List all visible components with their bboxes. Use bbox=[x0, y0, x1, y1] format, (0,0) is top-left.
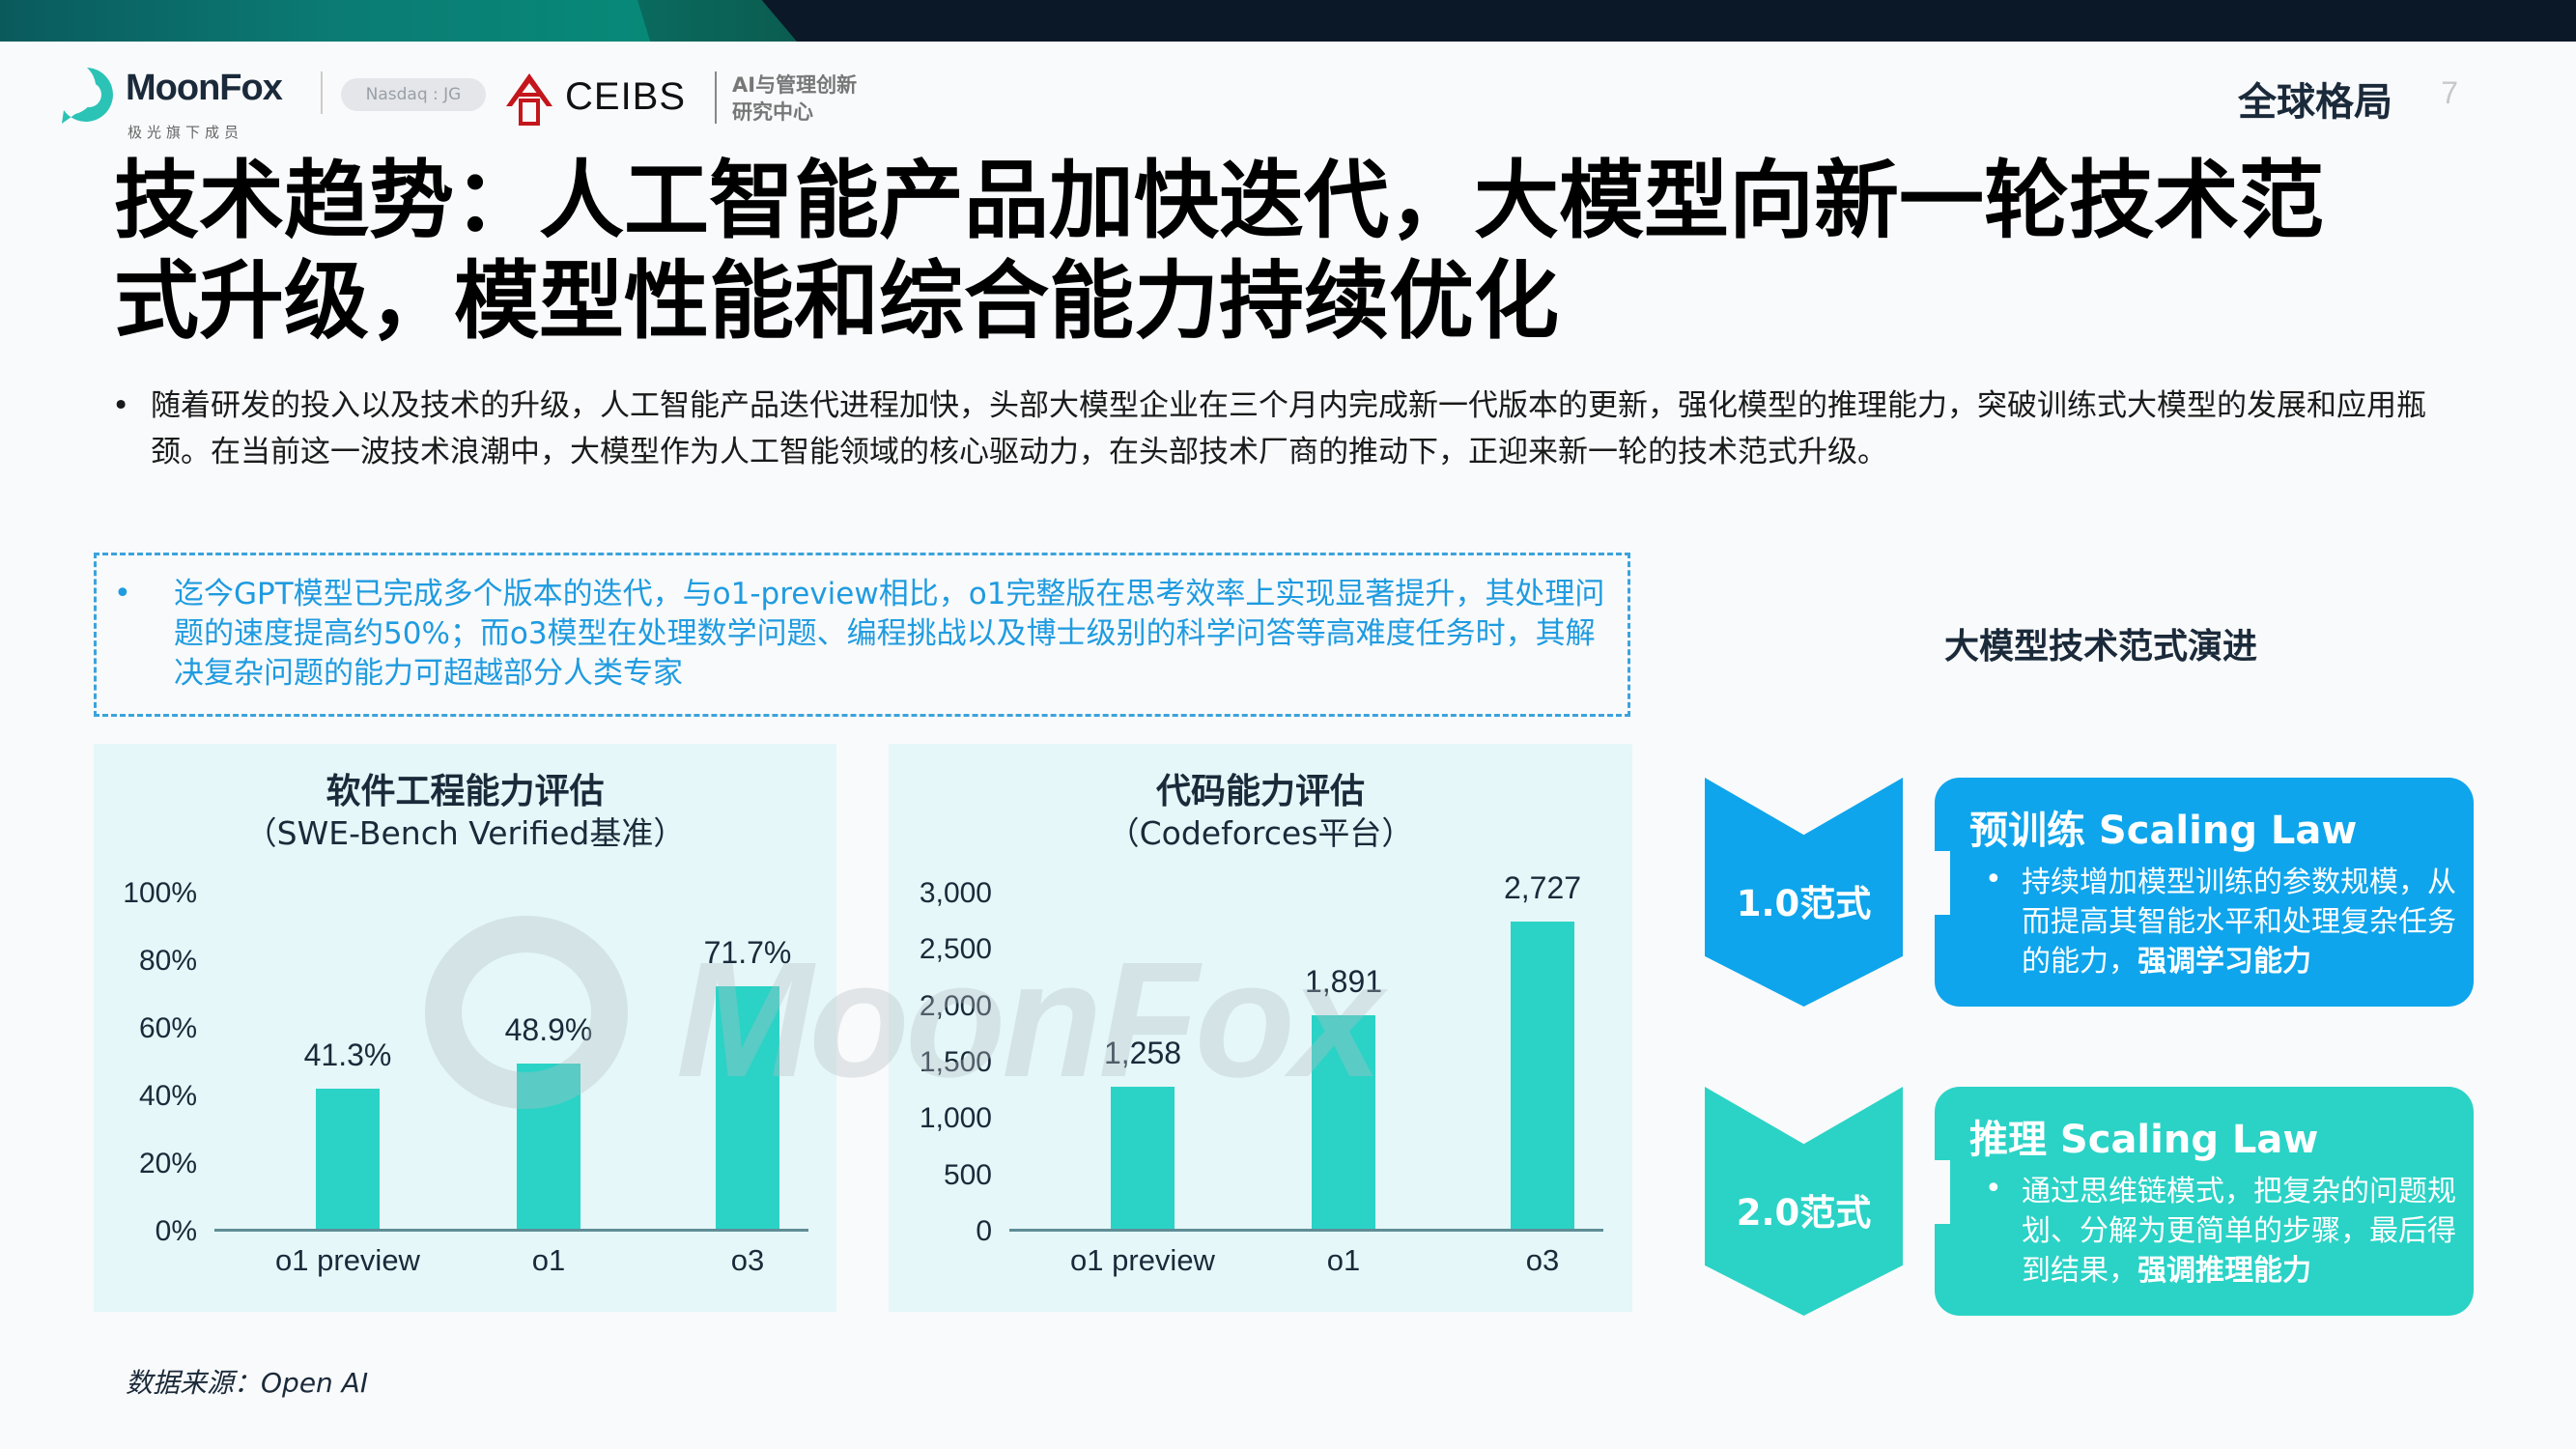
ceibs-logo-icon bbox=[506, 73, 552, 126]
card-body-text: 持续增加模型训练的参数规模，从而提高其智能水平和处理复杂任务的能力， bbox=[2022, 866, 2456, 979]
y-tick-label: 100% bbox=[123, 877, 197, 909]
bar-value-label: 41.3% bbox=[303, 1037, 392, 1073]
moonfox-logo-icon bbox=[62, 68, 113, 124]
stage-1-card: 预训练 Scaling Law • 持续增加模型训练的参数规模，从而提高其智能水… bbox=[1935, 778, 2474, 1007]
banner-teal-band bbox=[0, 0, 666, 42]
ticker-badge: Nasdaq : JG bbox=[341, 78, 486, 111]
y-tick-label: 1,500 bbox=[919, 1046, 992, 1078]
chart-plot-area: 0 500 1,000 1,500 2,000 2,500 3,000 1,258 o1 pre… bbox=[920, 870, 1603, 1277]
chart-subtitle: （SWE-Bench Verified基准） bbox=[244, 814, 686, 852]
bar-value-label: 1,891 bbox=[1304, 964, 1383, 1000]
bar bbox=[1111, 1087, 1175, 1229]
chart-panel-codeforces: 代码能力评估 （Codeforces平台） 0 500 1,000 1,500 2,00… bbox=[889, 744, 1632, 1312]
card-title: 预训练 Scaling Law bbox=[1969, 809, 2358, 853]
bullet-icon: • bbox=[114, 577, 131, 611]
card-emphasis: 强调学习能力 bbox=[2137, 945, 2311, 979]
x-axis-line bbox=[214, 1229, 808, 1232]
x-tick-label: o1 preview bbox=[275, 1243, 420, 1277]
bar bbox=[1312, 1015, 1375, 1229]
banner-accent-band bbox=[637, 0, 797, 42]
partner-sub-line1: AI与管理创新 bbox=[732, 73, 858, 97]
stage-label: 2.0范式 bbox=[1736, 1192, 1872, 1234]
x-axis-line bbox=[1009, 1229, 1603, 1232]
y-tick-label: 500 bbox=[943, 1158, 992, 1191]
y-tick-label: 2,000 bbox=[919, 989, 992, 1022]
bar-value-label: 48.9% bbox=[504, 1011, 593, 1047]
chart-plot-area: 0% 20% 40% 60% 80% 100% 41.3% o1 preview 48.9% o1… bbox=[123, 877, 808, 1277]
bullet-icon: • bbox=[1985, 863, 2002, 896]
intro-paragraph: • 随着研发的投入以及技术的升级，人工智能产品迭代进程加快，头部大模型企业在三个… bbox=[108, 383, 2455, 475]
page-title: 技术趋势：人工智能产品加快迭代，大模型向新一轮技术范 式升级，模型性能和综合能力… bbox=[114, 151, 2471, 352]
header-logos: MoonFox 极光旗下成员 Nasdaq : JG CEIBS AI与管理创新… bbox=[58, 64, 908, 151]
bar-value-label: 1,258 bbox=[1103, 1036, 1182, 1071]
title-line-2: 式升级，模型性能和综合能力持续优化 bbox=[114, 251, 1560, 351]
bullet-icon: • bbox=[112, 388, 130, 423]
brand-subtitle: 极光旗下成员 bbox=[127, 124, 244, 141]
brand-name: MoonFox bbox=[126, 68, 283, 108]
y-tick-label: 0% bbox=[155, 1215, 197, 1247]
y-tick-label: 60% bbox=[138, 1012, 197, 1044]
bar-value-label: 2,727 bbox=[1503, 869, 1582, 905]
card-notch bbox=[1935, 1160, 1950, 1224]
card-body: 持续增加模型训练的参数规模，从而提高其智能水平和处理复杂任务的能力，强调学习能力 bbox=[2022, 863, 2461, 981]
y-tick-label: 3,000 bbox=[919, 877, 992, 909]
card-notch bbox=[1935, 851, 1950, 915]
section-label: 全球格局 bbox=[2238, 80, 2392, 125]
y-tick-label: 40% bbox=[138, 1080, 197, 1112]
highlight-text: 迄今GPT模型已完成多个版本的迭代，与o1-preview相比，o1完整版在思考… bbox=[174, 577, 1605, 691]
x-tick-label: o3 bbox=[730, 1243, 765, 1277]
chart-title: 代码能力评估 bbox=[1155, 772, 1365, 811]
partner-subtitle: AI与管理创新 研究中心 bbox=[732, 71, 857, 126]
stage-2-card: 推理 Scaling Law • 通过思维链模式，把复杂的问题规划、分解为更简单… bbox=[1935, 1087, 2474, 1316]
logo-divider bbox=[715, 71, 717, 124]
bar bbox=[517, 1063, 580, 1229]
stage-1-chevron: 1.0范式 bbox=[1705, 778, 1903, 1007]
y-tick-label: 80% bbox=[138, 945, 197, 977]
title-line-1: 技术趋势：人工智能产品加快迭代，大模型向新一轮技术范 bbox=[114, 151, 2325, 250]
y-tick-label: 0 bbox=[976, 1215, 992, 1247]
bar-value-label: 71.7% bbox=[703, 935, 792, 971]
stage-2-chevron: 2.0范式 bbox=[1705, 1087, 1903, 1316]
chart-title: 软件工程能力评估 bbox=[326, 772, 605, 811]
x-tick-label: o1 preview bbox=[1070, 1243, 1215, 1277]
card-body-text: 通过思维链模式，把复杂的问题规划、分解为更简单的步骤，最后得到结果， bbox=[2022, 1175, 2456, 1288]
card-body: 通过思维链模式，把复杂的问题规划、分解为更简单的步骤，最后得到结果，强调推理能力 bbox=[2022, 1172, 2461, 1291]
chart-panel-swe-bench: 软件工程能力评估 （SWE-Bench Verified基准） 0% 20% 40%… bbox=[94, 744, 836, 1312]
x-tick-label: o1 bbox=[531, 1243, 566, 1277]
bar bbox=[316, 1089, 380, 1229]
partner-name: CEIBS bbox=[565, 75, 687, 118]
top-banner bbox=[0, 0, 2576, 42]
card-emphasis: 强调推理能力 bbox=[2137, 1254, 2311, 1288]
y-tick-label: 20% bbox=[138, 1148, 197, 1179]
x-tick-label: o3 bbox=[1525, 1243, 1560, 1277]
card-title: 推理 Scaling Law bbox=[1969, 1118, 2319, 1162]
chart-subtitle: （Codeforces平台） bbox=[1107, 814, 1414, 852]
highlight-box: • 迄今GPT模型已完成多个版本的迭代，与o1-preview相比，o1完整版在… bbox=[94, 553, 1630, 717]
logo-divider bbox=[321, 71, 323, 114]
page-number: 7 bbox=[2441, 75, 2458, 110]
bullet-icon: • bbox=[1985, 1172, 2002, 1206]
data-source-note: 数据来源：Open AI bbox=[126, 1367, 369, 1399]
bar bbox=[716, 986, 779, 1229]
x-tick-label: o1 bbox=[1326, 1243, 1361, 1277]
y-tick-label: 1,000 bbox=[919, 1102, 992, 1135]
evolution-title: 大模型技术范式演进 bbox=[1943, 627, 2257, 667]
partner-sub-line2: 研究中心 bbox=[732, 100, 813, 124]
y-tick-label: 2,500 bbox=[919, 933, 992, 966]
intro-text: 随着研发的投入以及技术的升级，人工智能产品迭代进程加快，头部大模型企业在三个月内… bbox=[151, 388, 2426, 469]
bar bbox=[1511, 921, 1574, 1229]
stage-label: 1.0范式 bbox=[1736, 883, 1872, 924]
